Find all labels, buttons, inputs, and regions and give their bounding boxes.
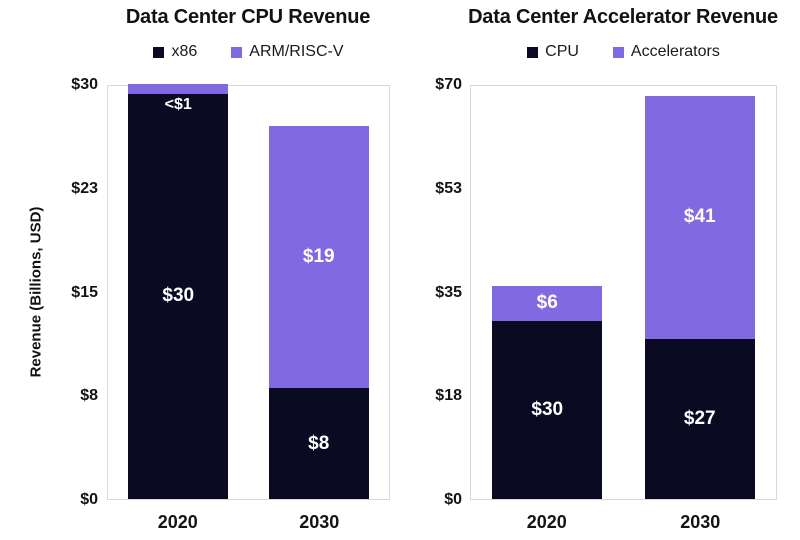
bar-value-label: $8	[308, 432, 330, 454]
legend: x86 ARM/RISC-V	[107, 42, 390, 62]
legend-swatch-icon	[153, 46, 165, 58]
y-tick-label: $0	[444, 491, 462, 508]
x-category-label: 2030	[299, 511, 340, 532]
bar-segment-CPU: $30	[492, 321, 603, 499]
y-tick-label: $35	[435, 283, 462, 301]
x-category-label: 2020	[157, 511, 198, 532]
bar-segment-x86: $8	[268, 388, 369, 499]
y-tick-label: $15	[71, 283, 98, 301]
chart-title: Data Center Accelerator Revenue	[468, 6, 778, 28]
y-tick-label: $53	[435, 179, 462, 197]
bar-segment-Accelerators: $41	[644, 95, 755, 339]
stacked-bar-2030: $19 $8	[268, 125, 369, 499]
chart-title: Data Center CPU Revenue	[125, 6, 371, 28]
bar-segment-ARM/RISC-V: <$1	[128, 84, 229, 113]
legend: CPU Accelerators	[470, 42, 777, 62]
legend-item: Accelerators	[612, 43, 720, 61]
y-tick-label: $18	[435, 387, 462, 405]
legend-item: CPU	[527, 43, 579, 61]
legend-swatch-icon	[231, 46, 243, 58]
bar-value-label: $6	[536, 292, 558, 314]
bar-value-label: <$1	[164, 95, 192, 113]
y-tick-label: $8	[80, 387, 98, 405]
y-axis-ticks: $0 $8 $15 $23 $30	[40, 76, 98, 508]
cpu-revenue-chart: Data Center CPU Revenue x86 ARM/RISC-V Re…	[28, 6, 390, 534]
y-tick-label: $23	[71, 179, 98, 197]
stacked-bar-2030: $41 $27	[644, 95, 755, 499]
plot-area: <$1 $30 $19 $8	[107, 84, 390, 500]
legend-label: ARM/RISC-V	[249, 43, 344, 60]
legend-swatch-icon	[612, 46, 624, 58]
bar-segment-x86: $30	[128, 93, 229, 499]
bar-segment-CPU: $27	[644, 338, 755, 499]
accelerator-revenue-chart: Data Center Accelerator Revenue CPU Accel…	[400, 0, 800, 540]
stacked-bar-2020: $6 $30	[492, 285, 603, 499]
y-axis-ticks: $0 $18 $35 $53 $70	[404, 76, 462, 508]
y-tick-label: $0	[80, 491, 98, 508]
bar-value-label: $41	[683, 206, 716, 228]
x-category-label: 2020	[526, 511, 567, 532]
legend-swatch-icon	[527, 46, 539, 58]
legend-item: ARM/RISC-V	[231, 43, 344, 61]
y-tick-label: $30	[71, 76, 98, 93]
legend-label: CPU	[545, 43, 579, 60]
bar-segment-ARM/RISC-V: $19	[268, 125, 369, 389]
bar-segment-Accelerators: $6	[492, 285, 603, 322]
plot-area: $6 $30 $41 $27	[470, 85, 777, 500]
x-axis-labels: 2020 2030	[470, 510, 777, 534]
bar-value-label: $19	[302, 245, 335, 267]
x-category-label: 2030	[680, 511, 721, 532]
bar-value-label: $27	[683, 407, 716, 429]
legend-label: x86	[171, 43, 198, 60]
x-axis-labels: 2020 2030	[107, 510, 390, 534]
legend-item: x86	[153, 43, 197, 61]
y-tick-label: $70	[435, 76, 462, 93]
legend-label: Accelerators	[630, 43, 720, 60]
stacked-bar-2020: <$1 $30	[128, 84, 229, 499]
bar-value-label: $30	[531, 399, 564, 421]
bar-value-label: $30	[162, 285, 195, 307]
